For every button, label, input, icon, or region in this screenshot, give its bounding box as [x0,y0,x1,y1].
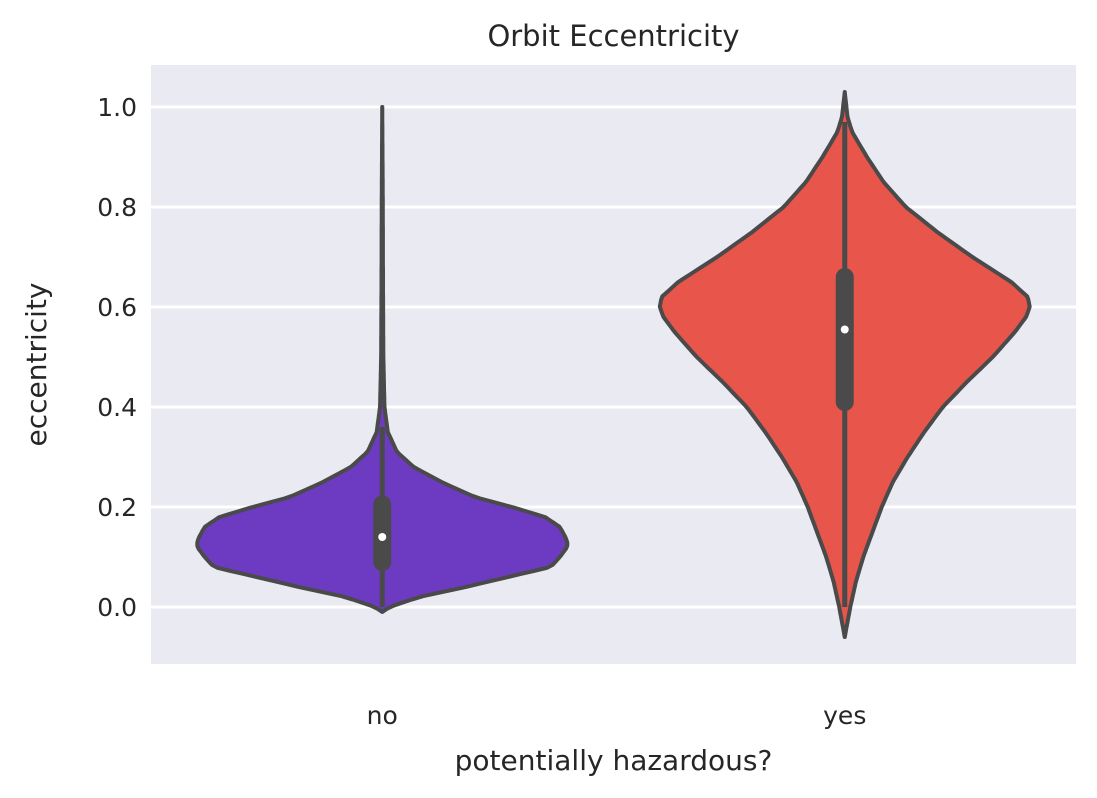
violins [195,90,1032,639]
x-axis-label: potentially hazardous? [455,744,773,777]
y-tick-labels: 0.0 0.2 0.4 0.6 0.8 1.0 [97,93,137,622]
y-axis-label: eccentricity [20,283,53,447]
y-tick-label: 0.4 [97,393,137,422]
median-point-no [378,533,387,541]
y-tick-label: 0.2 [97,493,137,522]
y-tick-label: 0.8 [97,193,137,222]
y-tick-label: 1.0 [97,93,137,122]
x-tick-label: yes [823,701,866,730]
y-tick-label: 0.0 [97,593,137,622]
y-tick-label: 0.6 [97,293,137,322]
median-point-yes [840,325,849,334]
violin-no [195,105,570,614]
x-tick-label: no [367,701,398,730]
chart-title: Orbit Eccentricity [487,19,739,53]
x-tick-labels: no yes [367,701,867,730]
